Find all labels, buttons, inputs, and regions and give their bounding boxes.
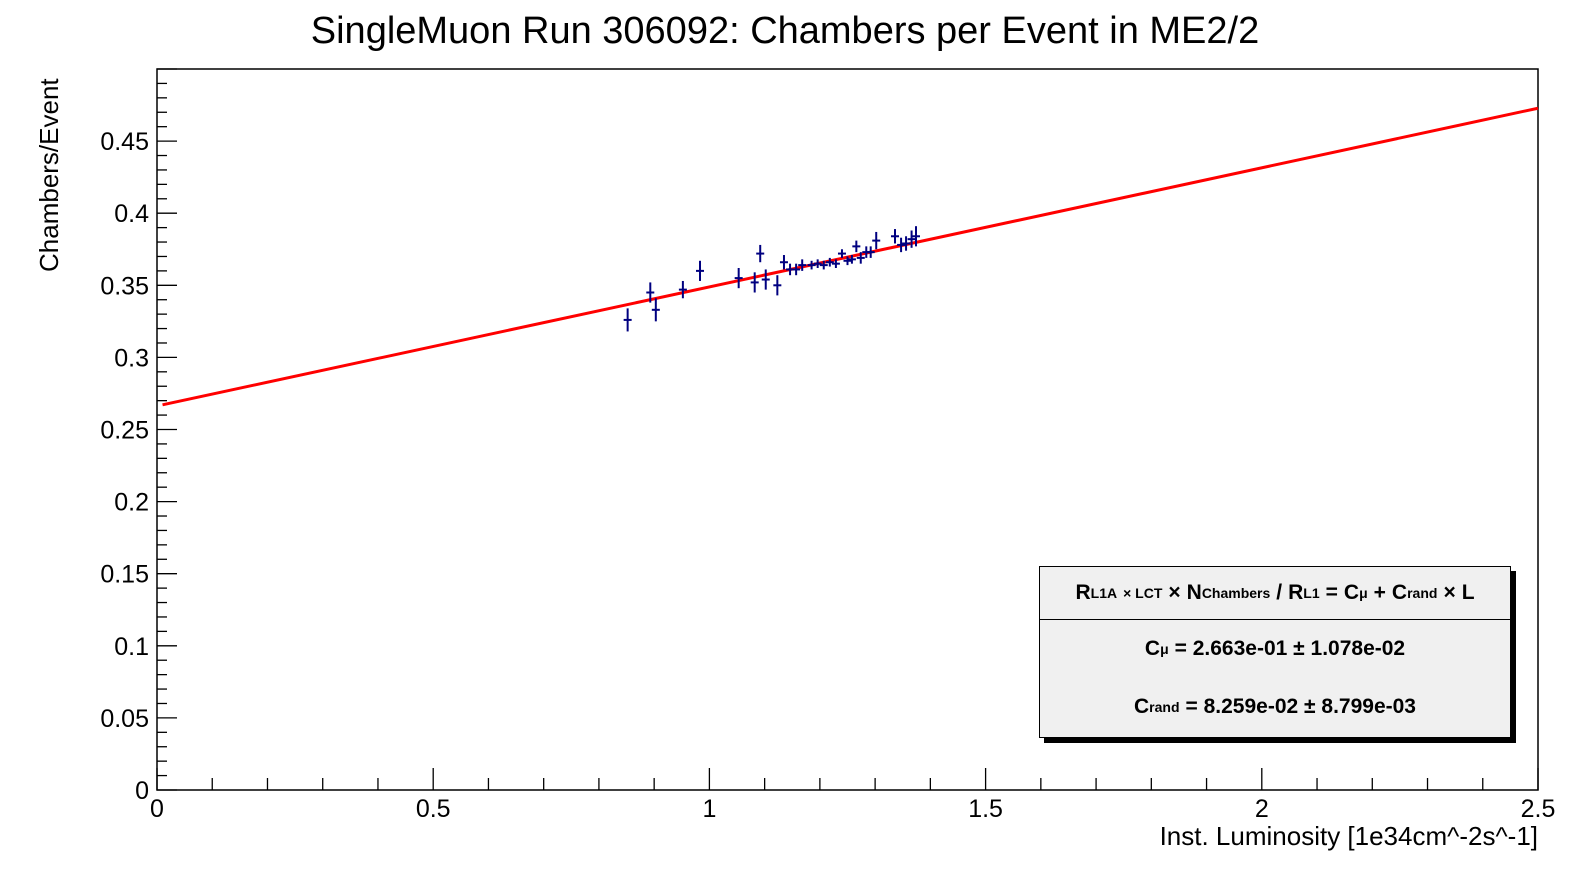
data-point [819,260,828,270]
y-tick-label: 0.2 [114,489,149,517]
c-mu-symbol: C [1144,637,1161,660]
y-axis-tick-labels: 0 0.05 0.1 0.15 0.2 0.25 0.3 0.35 0.4 0.45 [100,128,149,805]
formula-r-sub: L1A [1090,585,1118,601]
y-tick-label: 0 [135,777,149,805]
c-rand-value: = 8.259e-02 ± 8.799e-03 [1185,695,1416,718]
data-point [907,230,916,248]
y-tick-label: 0.15 [100,561,149,589]
x-tick-label: 1.5 [968,795,1003,823]
formula-c: C [1343,581,1360,604]
formula-n: N [1186,581,1202,604]
data-point [750,272,759,293]
formula-c-sub: μ [1359,585,1368,601]
data-point [651,298,660,322]
x-tick-label: 2 [1255,795,1269,823]
data-point [911,226,920,247]
y-tick-label: 0.05 [100,705,149,733]
x-tick-label: 0.5 [416,795,451,823]
x-axis-title: Inst. Luminosity [1e34cm^-2s^-1] [1160,821,1538,851]
data-point [813,259,822,268]
c-mu-value: = 2.663e-01 ± 1.078e-02 [1174,637,1406,660]
data-point [792,263,801,276]
data-point [856,252,865,264]
formula-n-sub: Chambers [1201,585,1271,601]
y-tick-label: 0.35 [100,272,149,300]
y-tick-label: 0.4 [114,200,149,228]
data-point [843,256,852,266]
fit-line [162,106,1539,407]
data-point [847,255,856,264]
fit-series [162,106,1539,407]
formula-times2: × [1443,581,1456,604]
formula-l: L [1461,581,1475,604]
y-tick-label: 0.45 [100,128,149,156]
data-point [756,244,765,263]
formula-r2-sub: L1 [1303,585,1320,601]
y-tick-label: 0.3 [114,344,149,372]
formula-c2-sub: rand [1407,585,1438,601]
data-point [866,246,875,258]
c-rand-sub: rand [1149,699,1180,715]
y-axis-ticks [157,68,177,791]
y-axis-title: Chambers/Event [34,78,64,272]
c-mu-sub: μ [1160,641,1169,657]
formula-r: R [1075,581,1091,604]
formula-slash: / [1276,581,1283,604]
data-point [891,229,900,244]
formula-eq: = [1325,581,1338,604]
data-point [623,308,632,332]
c-rand-symbol: C [1134,695,1150,718]
data-point [897,237,906,253]
y-tick-label: 0.25 [100,417,149,445]
data-point [825,257,834,267]
data-point [872,231,881,250]
data-point [831,259,840,268]
formula-r2: R [1288,581,1304,604]
data-point [761,269,770,290]
data-point [678,280,687,299]
data-point [902,236,911,251]
data-point [798,259,807,271]
x-tick-label: 1 [702,795,716,823]
formula-times: × [1168,581,1181,604]
x-tick-label: 0 [150,795,164,823]
x-axis-tick-labels: 0 0.5 1 1.5 2 2.5 [150,795,1555,823]
data-point [734,267,743,289]
formula-c2: C [1391,581,1408,604]
data-point [696,260,705,281]
data-point [852,240,861,253]
data-series [623,226,920,332]
formula-plus: + [1373,581,1386,604]
x-axis-ticks [156,768,1539,790]
formula-times-sub: × LCT [1123,585,1163,601]
data-point [779,255,788,270]
data-point [773,275,782,296]
y-tick-label: 0.1 [114,633,149,661]
data-point [646,282,655,303]
data-point [837,249,846,258]
chart-title: SingleMuon Run 306092: Chambers per Even… [311,10,1259,52]
data-point [807,260,816,270]
x-tick-label: 2.5 [1521,795,1556,823]
